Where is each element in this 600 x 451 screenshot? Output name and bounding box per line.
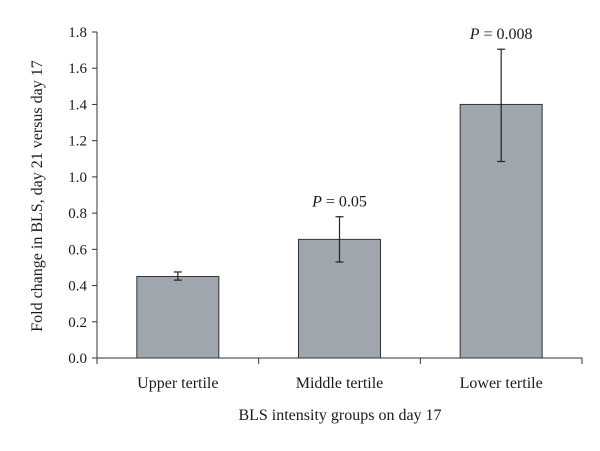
y-tick-label: 1.6 (68, 61, 87, 77)
bar (136, 276, 220, 359)
y-tick-label: 0.6 (68, 242, 87, 258)
error-bar (335, 216, 344, 263)
y-tick-label: 1.8 (68, 25, 87, 41)
category-label: Middle tertile (296, 375, 384, 392)
category-label: Lower tertile (460, 375, 543, 392)
p-value-annotation: P = 0.008 (469, 26, 533, 43)
y-tick-label: 1.2 (68, 134, 87, 150)
y-ticks-layer: 0.0 0.2 0.4 0.6 0.8 1.0 1.2 1.4 1.6 1.8 (68, 25, 97, 367)
error-bar (173, 271, 182, 281)
p-value-annotation: P = 0.05 (311, 194, 367, 211)
y-tick-label: 1.0 (68, 170, 87, 186)
axis-layer (96, 32, 582, 359)
error-bars-layer (173, 48, 506, 281)
annotations-layer: P = 0.05 P = 0.008 (311, 26, 532, 211)
y-tick-label: 1.4 (68, 97, 87, 113)
category-label: Upper tertile (137, 375, 218, 392)
y-tick-label: 0.8 (68, 206, 87, 222)
y-axis-title: Fold change in BLS, day 21 versus day 17 (29, 60, 46, 332)
y-tick-label: 0.2 (68, 315, 87, 331)
x-axis-title: BLS intensity groups on day 17 (238, 407, 441, 424)
y-tick-label: 0.0 (68, 351, 87, 367)
error-bar (497, 48, 506, 163)
y-tick-label: 0.4 (68, 279, 87, 295)
category-labels-layer: Upper tertile Middle tertile Lower tertile (137, 375, 543, 392)
x-ticks-layer (96, 358, 583, 364)
